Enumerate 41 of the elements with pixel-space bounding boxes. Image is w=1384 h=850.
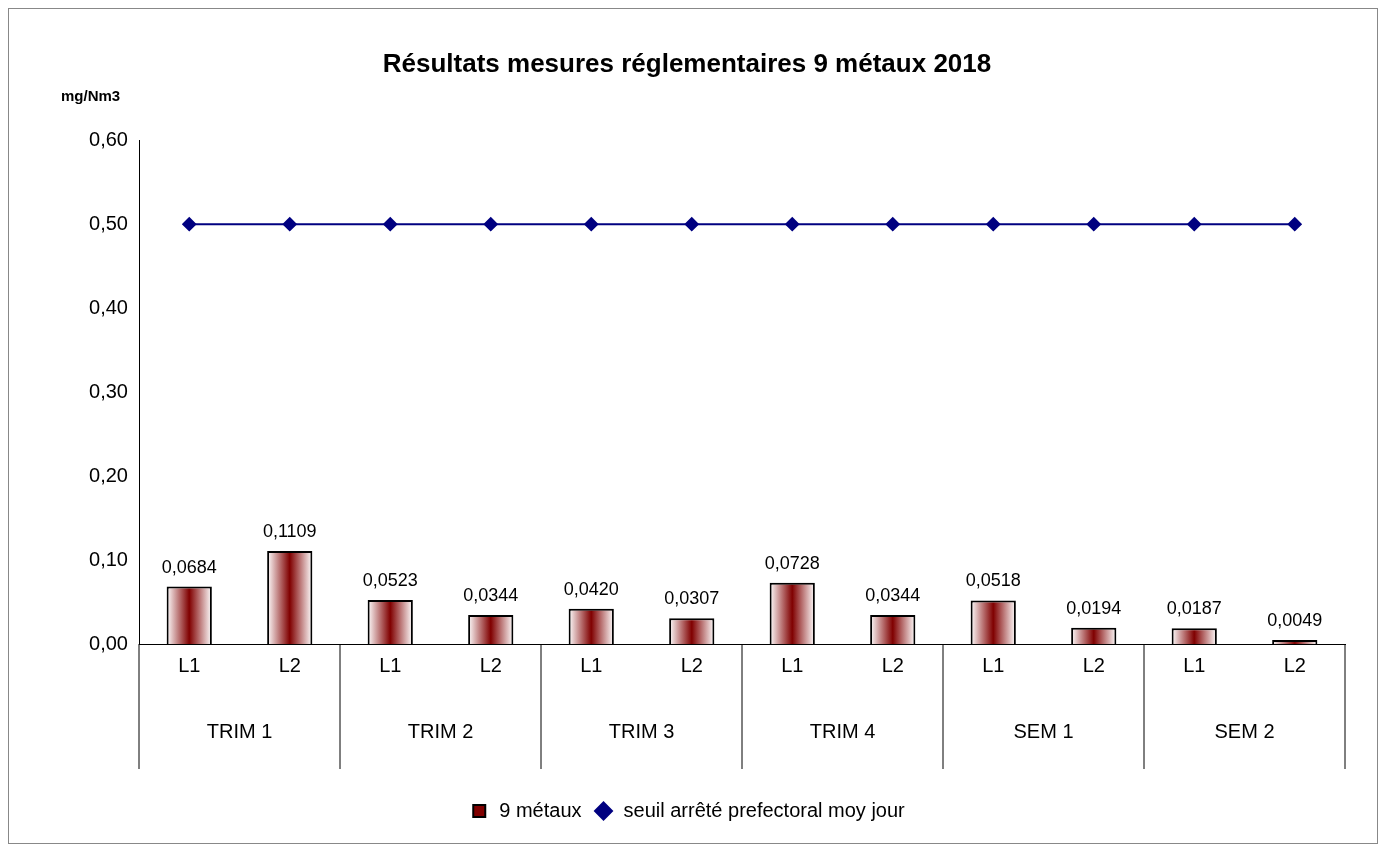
- data-label: 0,0344: [463, 585, 519, 606]
- data-label: 0,0307: [664, 588, 720, 609]
- legend-label: seuil arrêté prefectoral moy jour: [623, 798, 906, 821]
- x-tick-label: L1: [1183, 653, 1206, 676]
- x-tick-label: L2: [680, 653, 703, 676]
- x-tick-label: L1: [781, 653, 804, 676]
- x-tick-label: L2: [479, 653, 502, 676]
- text: TRIM 3: [608, 719, 675, 742]
- y-tick-label: 0,50: [89, 211, 128, 234]
- y-axis-title: mg/Nm3: [61, 87, 121, 105]
- data-label: 0,1109: [262, 520, 317, 541]
- data-label: 0,0684: [161, 556, 217, 577]
- data-label: 0,0728: [764, 552, 820, 573]
- y-tick-label: 0,10: [89, 547, 128, 570]
- y-tick-label: 0,60: [89, 127, 128, 150]
- x-tick-label: L1: [580, 653, 603, 676]
- x-tick-label: L1: [178, 653, 201, 676]
- y-tick-label: 0,40: [89, 295, 128, 318]
- x-tick-label: L2: [1283, 653, 1306, 676]
- x-tick-label: L1: [982, 653, 1005, 676]
- x-tick-label: L2: [278, 653, 301, 676]
- text: SEM 2: [1214, 719, 1275, 742]
- x-tick-label: L2: [881, 653, 904, 676]
- x-tick-label: L2: [1082, 653, 1105, 676]
- text: TRIM 2: [407, 719, 474, 742]
- data-label: 0,0049: [1267, 609, 1323, 630]
- data-label: 0,0518: [965, 570, 1021, 591]
- y-tick-label: 0,00: [89, 631, 128, 654]
- y-tick-label: 0,20: [89, 463, 128, 486]
- y-tick-label: 0,30: [89, 379, 128, 402]
- data-label: 0,0420: [563, 578, 619, 599]
- data-label: 0,0523: [362, 570, 418, 591]
- text: TRIM 4: [809, 719, 876, 742]
- text: TRIM 1: [206, 719, 273, 742]
- data-label: 0,0194: [1066, 597, 1122, 618]
- x-tick-label: L1: [379, 653, 402, 676]
- chart-title: Résultats mesures réglementaires 9 métaux 2018: [382, 47, 992, 78]
- data-label: 0,0187: [1166, 598, 1222, 619]
- text: SEM 1: [1013, 719, 1074, 742]
- legend-label: 9 métaux: [499, 798, 582, 821]
- data-label: 0,0344: [865, 585, 921, 606]
